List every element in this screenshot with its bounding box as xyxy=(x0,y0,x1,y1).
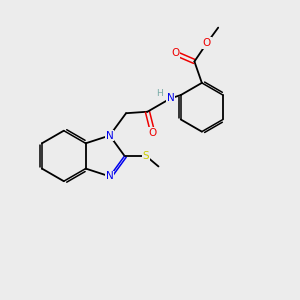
Text: N: N xyxy=(167,93,175,103)
Text: S: S xyxy=(142,151,149,161)
Text: O: O xyxy=(203,38,211,48)
Text: H: H xyxy=(156,88,163,98)
Text: O: O xyxy=(149,128,157,138)
Text: O: O xyxy=(171,48,179,58)
Text: N: N xyxy=(106,171,114,182)
Text: N: N xyxy=(106,130,114,140)
